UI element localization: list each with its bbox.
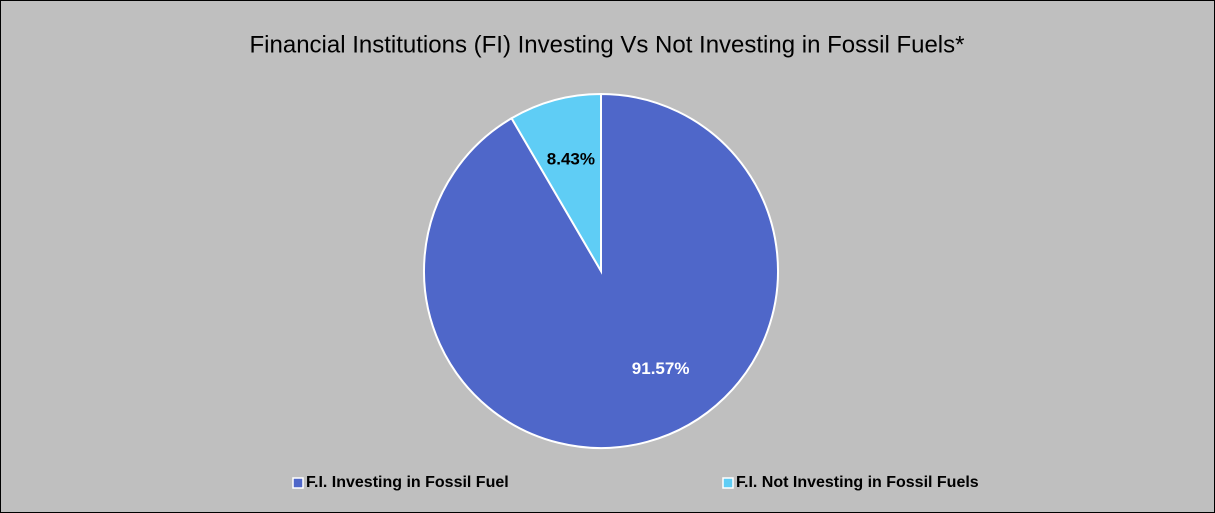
legend-label: F.I. Not Investing in Fossil Fuels bbox=[736, 474, 979, 491]
chart-title: Financial Institutions (FI) Investing Vs… bbox=[250, 31, 965, 58]
data-label: 91.57% bbox=[632, 359, 690, 378]
legend-swatch bbox=[722, 477, 734, 489]
legend-swatch bbox=[292, 477, 304, 489]
legend-label: F.I. Investing in Fossil Fuel bbox=[306, 474, 509, 491]
data-label: 8.43% bbox=[547, 149, 595, 168]
pie-slice bbox=[510, 92, 602, 275]
